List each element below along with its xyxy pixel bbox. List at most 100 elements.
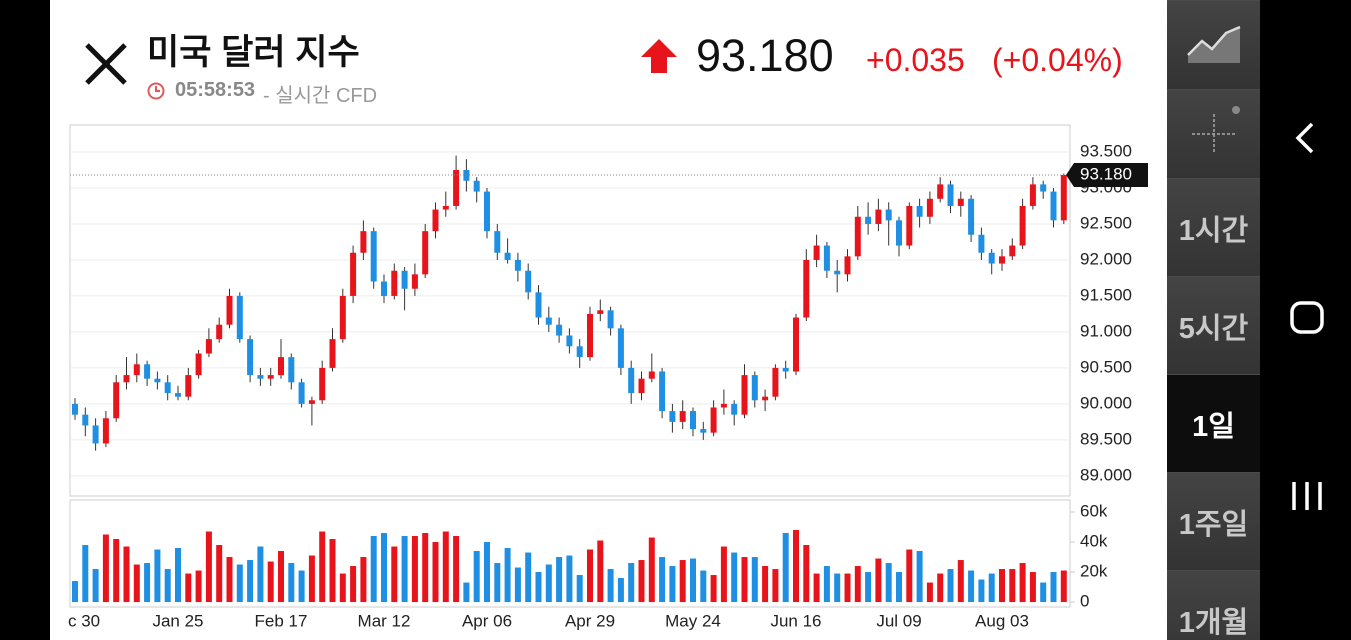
x-tick-label: Apr 29 xyxy=(565,611,615,630)
candle-body xyxy=(772,367,779,397)
x-tick-label: Apr 06 xyxy=(462,611,512,630)
y-tick-label: 91.500 xyxy=(1080,285,1132,304)
candle-body xyxy=(391,270,398,296)
volume-bar xyxy=(72,581,78,603)
time: 05:58:53 xyxy=(175,79,256,101)
clock-icon xyxy=(147,82,165,100)
candle-body xyxy=(257,375,264,379)
home-button[interactable] xyxy=(1290,301,1324,334)
candle-body xyxy=(92,425,99,444)
y-tick-label: 93.500 xyxy=(1080,141,1132,160)
volume-bar xyxy=(659,557,666,603)
candle-body xyxy=(1019,205,1026,246)
candle-body xyxy=(422,231,429,275)
volume-bar xyxy=(381,533,387,603)
volume-bar xyxy=(535,572,542,603)
candle-body xyxy=(751,375,758,401)
volume-bar xyxy=(978,579,985,603)
candle-body xyxy=(999,256,1005,264)
volume-bar xyxy=(906,549,913,603)
volume-bar xyxy=(226,557,233,603)
candle-body xyxy=(679,411,686,422)
x-tick-label: Mar 12 xyxy=(358,611,411,630)
candle-body xyxy=(175,393,181,397)
volume-bar xyxy=(278,551,284,603)
candle-body xyxy=(988,252,995,264)
candle-body xyxy=(411,274,418,289)
volume-bar xyxy=(411,536,418,603)
volume-bar xyxy=(556,557,563,603)
candle-body xyxy=(823,245,830,271)
chart-type-button[interactable] xyxy=(1167,0,1260,89)
back-button[interactable] xyxy=(1295,122,1314,154)
candle-body xyxy=(514,259,521,271)
volume-bar xyxy=(247,560,254,603)
candle-body xyxy=(494,231,501,253)
candle-body xyxy=(545,317,552,325)
candle-body xyxy=(813,245,820,260)
volume-tick-label: 60k xyxy=(1080,501,1108,520)
candle-body xyxy=(710,407,717,433)
volume-bar xyxy=(896,572,902,603)
timeframe-button[interactable]: 1주일 xyxy=(1167,472,1260,570)
volume-bar xyxy=(638,560,645,603)
y-tick-label: 89.500 xyxy=(1080,429,1132,448)
candle-body xyxy=(700,429,707,433)
volume-bar xyxy=(762,566,769,603)
volume-bar xyxy=(514,567,521,603)
candle-body xyxy=(288,357,295,383)
volume-bar xyxy=(782,533,789,603)
chart-icon xyxy=(1186,25,1240,63)
volume-bar xyxy=(1040,582,1047,603)
candle-body xyxy=(1029,184,1036,206)
candle-body xyxy=(370,231,377,282)
x-tick-label: Jun 16 xyxy=(770,611,821,630)
candle-body xyxy=(123,375,130,383)
timeframe-button[interactable]: 1일 xyxy=(1167,374,1260,472)
volume-bar xyxy=(370,536,377,603)
candle-body xyxy=(339,295,346,340)
volume-bar xyxy=(360,557,367,603)
timeframe-button[interactable]: 1시간 xyxy=(1167,178,1260,276)
candle-body xyxy=(937,184,944,199)
change-percent: (+0.04%) xyxy=(992,42,1123,78)
volume-bar xyxy=(607,569,614,603)
timeframe-button[interactable]: 1개월 xyxy=(1167,570,1260,640)
nav-icons xyxy=(1290,122,1324,510)
close-button[interactable] xyxy=(82,40,130,88)
candle-body xyxy=(278,357,284,376)
recents-button[interactable] xyxy=(1292,482,1322,510)
timeframe-button[interactable]: 5시간 xyxy=(1167,276,1260,374)
volume-bar xyxy=(844,573,851,603)
candle-body xyxy=(834,270,841,275)
volume-bar xyxy=(236,564,243,603)
volume-tick-label: 0 xyxy=(1080,592,1089,611)
candle-body xyxy=(885,209,892,221)
candle-body xyxy=(298,382,305,404)
x-tick-label: May 24 xyxy=(665,611,721,630)
last-price-flag xyxy=(1066,163,1148,188)
volume-bar xyxy=(484,542,490,603)
volume-bar xyxy=(504,548,511,603)
volume-bar xyxy=(865,572,872,603)
candle-body xyxy=(968,198,975,235)
volume-bar xyxy=(401,536,408,603)
candle-body xyxy=(957,198,964,206)
volume-bar xyxy=(288,563,295,603)
candle-body xyxy=(267,375,274,379)
candle-body xyxy=(329,339,336,368)
candle-body xyxy=(793,317,799,372)
volume-bar xyxy=(690,558,696,603)
volume-bar xyxy=(617,578,624,603)
volume-bar xyxy=(391,546,398,603)
volume-bar xyxy=(999,569,1005,603)
volume-bar xyxy=(442,531,449,603)
candle-body xyxy=(133,364,140,376)
candle-body xyxy=(720,403,727,408)
volume-bar xyxy=(813,573,820,603)
crosshair-button[interactable] xyxy=(1167,89,1260,178)
volume-bar xyxy=(267,561,274,603)
volume-bar xyxy=(916,551,923,603)
candle-body xyxy=(906,205,913,246)
